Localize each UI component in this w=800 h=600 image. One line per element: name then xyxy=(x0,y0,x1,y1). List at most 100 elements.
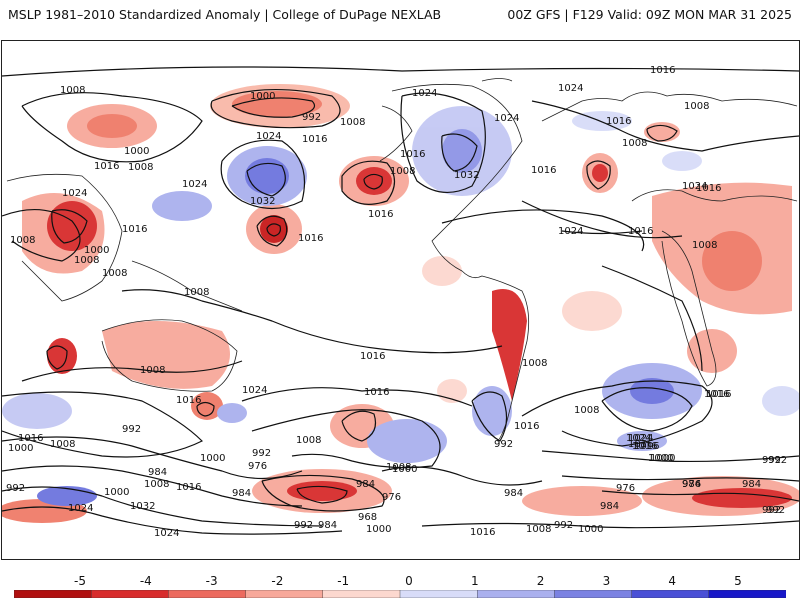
isobar-label: 984 xyxy=(682,479,701,490)
isobar-line xyxy=(261,474,385,512)
isobar-label: 984 xyxy=(600,501,619,512)
colorbar xyxy=(14,590,786,598)
isobar-label: 1016 xyxy=(298,233,323,244)
anomaly-neg-andes xyxy=(492,289,527,401)
anomaly-neg-indian xyxy=(47,338,77,374)
isobar-line xyxy=(2,486,323,527)
isobar-label: 1016 xyxy=(470,527,495,538)
isobar-label: 1008 xyxy=(74,255,99,266)
isobar-label: 1024 xyxy=(242,385,267,396)
isobar-label: 1016 xyxy=(704,389,729,400)
isobar-label: 1008 xyxy=(60,85,85,96)
colorbar-segment xyxy=(399,590,478,598)
anomaly-pos-europe xyxy=(662,151,702,171)
isobar-label: 968 xyxy=(358,512,377,523)
isobar-line xyxy=(51,209,88,244)
anomaly-neg-nw-core xyxy=(87,114,137,138)
anomaly-neg-spac2-core xyxy=(287,481,357,501)
isobar-line xyxy=(381,466,543,486)
isobar-label: 1016 xyxy=(364,387,389,398)
isobar-label: 1008 xyxy=(526,524,551,535)
isobar-line xyxy=(266,223,281,237)
isobar-label: 992 xyxy=(762,455,781,466)
isobar-label: 1000 xyxy=(8,443,33,454)
isobar-line xyxy=(531,100,799,152)
isobar-label: 1016 xyxy=(628,226,653,237)
isobar-label: 1016 xyxy=(696,183,721,194)
anomaly-pos-canada-core xyxy=(442,129,482,173)
colorbar-tick-label: 2 xyxy=(536,574,545,588)
isobar-label: 984 xyxy=(504,488,523,499)
anomaly-pos-sw xyxy=(2,393,72,429)
isobar-line xyxy=(296,485,348,504)
isobar-line xyxy=(241,387,473,407)
isobar-label: 1008 xyxy=(692,240,717,251)
isobar-label: 1016 xyxy=(302,134,327,145)
isobar-line xyxy=(196,401,215,417)
isobar-label: 992 xyxy=(122,424,141,435)
isobar-label: 1008 xyxy=(340,117,365,128)
colorbar-segment xyxy=(14,590,92,598)
isobar-line xyxy=(220,139,306,210)
anomaly-neg-australia xyxy=(102,321,230,389)
isobar-label: 1008 xyxy=(102,268,127,279)
isobar-label: 1008 xyxy=(574,405,599,416)
coastlines xyxy=(6,78,798,442)
anomaly-pos-spac xyxy=(367,419,447,463)
isobar-line xyxy=(521,380,713,447)
isobar-label: 984 xyxy=(318,520,337,531)
isobar-label: 1016 xyxy=(176,395,201,406)
isobar-label: 976 xyxy=(248,461,267,472)
isobar-line xyxy=(363,173,383,190)
isobar-label: 992 xyxy=(252,448,271,459)
isobar-label: 1016 xyxy=(94,161,119,172)
map-title: MSLP 1981–2010 Standardized Anomaly | Co… xyxy=(8,7,442,22)
coast-alaska xyxy=(379,105,413,162)
isobar-line xyxy=(2,506,343,535)
isobar-line xyxy=(586,160,611,190)
isobar-label: 1024 xyxy=(558,83,583,94)
isobar-line xyxy=(46,345,68,370)
anomaly-neg-atl-core xyxy=(592,164,608,182)
isobar-line xyxy=(421,520,799,529)
coast-australia xyxy=(101,319,238,392)
isobar-line xyxy=(441,133,478,172)
isobar-label: 1024 xyxy=(558,226,583,237)
isobar-line xyxy=(121,289,503,354)
isobar-label: 992 xyxy=(554,520,573,531)
colorbar-segment xyxy=(322,590,401,598)
isobar-label: 1008 xyxy=(390,166,415,177)
colorbar-segment xyxy=(168,590,247,598)
colorbar-tick-label: -5 xyxy=(74,574,86,588)
isobar-line xyxy=(601,265,703,372)
anomaly-pos-asia xyxy=(152,191,212,221)
isobar-label: 1008 xyxy=(622,138,647,149)
isobar-label: 992 xyxy=(762,505,781,516)
coast-greenland xyxy=(481,78,513,82)
anomaly-neg-drake xyxy=(522,486,642,516)
isobar-label: 1016 xyxy=(650,65,675,76)
colorbar-tick-label: 1 xyxy=(470,574,479,588)
isobar-line xyxy=(2,391,204,458)
isobar-label: 1024 xyxy=(626,433,651,444)
isobar-line xyxy=(251,409,441,469)
isobar-label: 1024 xyxy=(182,179,207,190)
map-frame[interactable]: 1016 1024 1008 1000 992 1008 1024 1024 1008 1016 1… xyxy=(1,40,800,560)
isobar-label: 1016 xyxy=(706,389,731,400)
isobar-label: 1032 xyxy=(250,196,275,207)
isobar-line xyxy=(561,230,643,235)
isobar-label: 1016 xyxy=(176,482,201,493)
colorbar-segment xyxy=(708,590,786,598)
colorbar-tick-label: 0 xyxy=(405,574,413,588)
isobar-line xyxy=(2,436,303,480)
anomaly-neg-pac-core xyxy=(260,215,288,243)
colorbar-tick-label: -2 xyxy=(271,574,284,588)
isobar-line xyxy=(601,490,799,502)
isobar-line xyxy=(471,391,508,442)
isobar-line xyxy=(601,387,693,432)
anomaly-pos-sind xyxy=(617,431,667,451)
colorbar-tick-label: -3 xyxy=(205,574,218,588)
isobar-line xyxy=(2,208,81,262)
isobar-line xyxy=(246,162,286,197)
